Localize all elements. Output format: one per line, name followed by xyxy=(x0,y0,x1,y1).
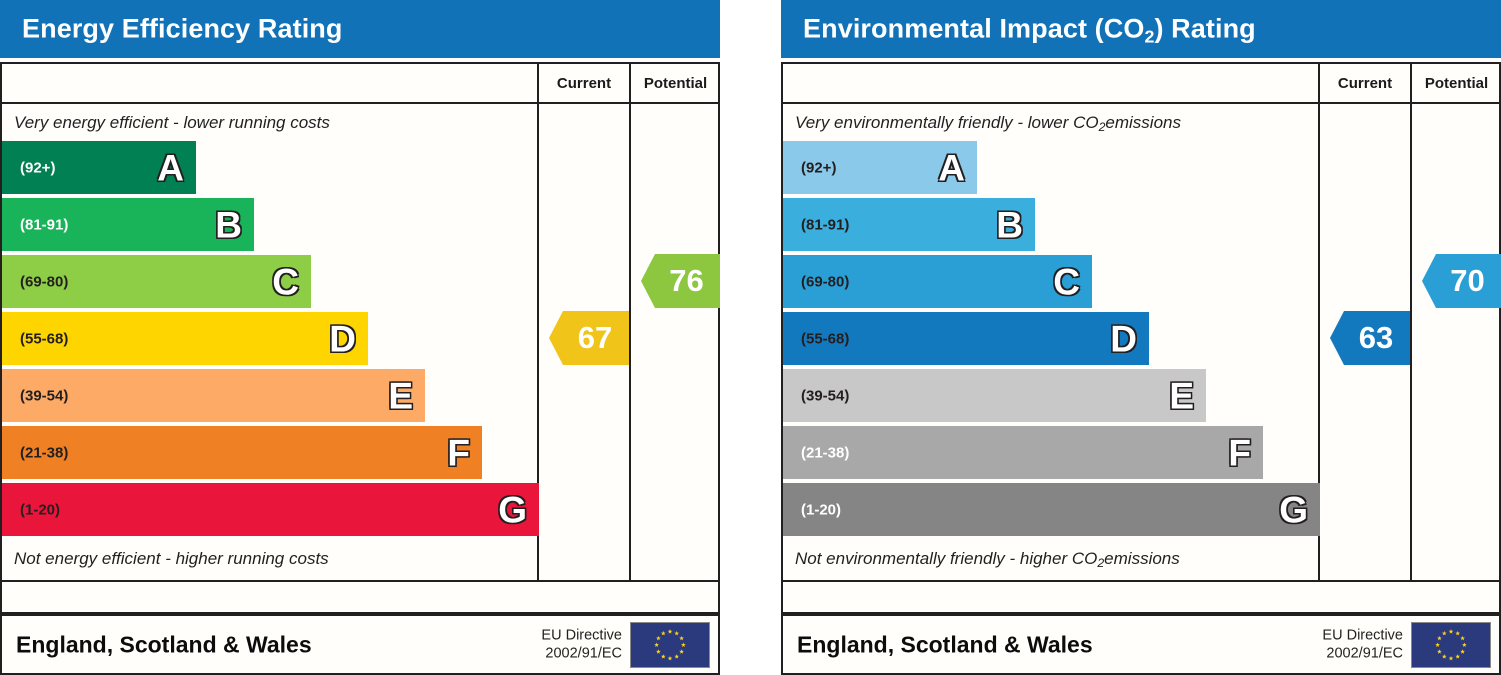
band-letter-d: D xyxy=(328,318,357,359)
band-letter-d: D xyxy=(1109,318,1138,359)
environmental-impact-title: Environmental Impact (CO2) Rating xyxy=(803,13,1256,47)
band-b: (81-91) B xyxy=(783,198,1035,251)
band-c: (69-80) C xyxy=(783,255,1092,308)
env-footer-region: England, Scotland & Wales xyxy=(797,631,1093,657)
energy-efficiency-panel: Energy Efficiency Rating Current Potenti… xyxy=(0,0,720,675)
env-column-rule-1 xyxy=(1318,104,1320,580)
band-range-label: (69-80) xyxy=(20,273,69,290)
band-range-label: (92+) xyxy=(20,159,56,176)
energy-column-header-row: Current Potential xyxy=(2,64,718,104)
env-current-rating-marker: 63 xyxy=(1330,311,1410,365)
band-a: (92+) A xyxy=(2,141,196,194)
band-letter-g: G xyxy=(497,489,528,530)
band-range-label: (39-54) xyxy=(801,387,850,404)
environmental-impact-panel: Environmental Impact (CO2) Rating Curren… xyxy=(781,0,1501,675)
band-letter-f: F xyxy=(446,432,471,473)
energy-efficiency-title: Energy Efficiency Rating xyxy=(22,13,343,44)
band-letter-e: E xyxy=(387,375,414,416)
energy-current-rating-marker: 67 xyxy=(549,311,629,365)
band-f: (21-38) F xyxy=(2,426,482,479)
env-title-part-b: ) Rating xyxy=(1154,13,1256,44)
band-a: (92+) A xyxy=(783,141,977,194)
band-c: (69-80) C xyxy=(2,255,311,308)
env-footer: England, Scotland & Wales EU Directive 2… xyxy=(781,614,1501,675)
band-letter-a: A xyxy=(937,147,966,188)
env-current-column-header: Current xyxy=(1318,64,1410,102)
band-range-label: (39-54) xyxy=(20,387,69,404)
env-bottom-rule xyxy=(783,580,1499,582)
energy-band-list: (92+) A (81-91) B (69-80) C (55-68) D (39-54) E (2… xyxy=(2,141,539,541)
environmental-impact-table: Current Potential Very environmentally f… xyxy=(781,62,1501,614)
energy-directive-line-1: EU Directive xyxy=(541,626,622,643)
band-g: (1-20) G xyxy=(783,483,1320,536)
env-bottom-caption: Not environmentally friendly - higher CO… xyxy=(783,541,1318,577)
env-title-subscript: 2 xyxy=(1144,26,1155,47)
energy-efficiency-table: Current Potential Very energy efficient … xyxy=(0,62,720,614)
band-d: (55-68) D xyxy=(2,312,368,365)
eu-flag-icon xyxy=(630,621,710,668)
env-top-caption: Very environmentally friendly - lower CO… xyxy=(783,105,1318,141)
band-letter-e: E xyxy=(1168,375,1195,416)
energy-footer-directive: EU Directive 2002/91/EC xyxy=(541,626,622,663)
env-bottom-caption-b: emissions xyxy=(1104,549,1180,568)
band-letter-f: F xyxy=(1227,432,1252,473)
band-range-label: (81-91) xyxy=(20,216,69,233)
band-letter-a: A xyxy=(156,147,185,188)
energy-footer: England, Scotland & Wales EU Directive 2… xyxy=(0,614,720,675)
env-band-list: (92+) A (81-91) B (69-80) C (55-68) D (39-54) E (2… xyxy=(783,141,1320,541)
energy-potential-column-header: Potential xyxy=(629,64,720,102)
env-top-caption-a: Very environmentally friendly - lower CO xyxy=(795,113,1099,132)
energy-bottom-caption: Not energy efficient - higher running co… xyxy=(14,549,329,568)
band-letter-c: C xyxy=(1052,261,1081,302)
band-f: (21-38) F xyxy=(783,426,1263,479)
band-b: (81-91) B xyxy=(2,198,254,251)
energy-column-rule-2 xyxy=(629,104,631,580)
band-letter-b: B xyxy=(995,204,1024,245)
energy-potential-rating-marker: 76 xyxy=(641,254,720,308)
band-range-label: (69-80) xyxy=(801,273,850,290)
energy-directive-line-2: 2002/91/EC xyxy=(545,645,622,662)
env-top-caption-b: emissions xyxy=(1105,113,1181,132)
env-directive-line-1: EU Directive xyxy=(1322,626,1403,643)
band-e: (39-54) E xyxy=(2,369,425,422)
env-directive-line-2: 2002/91/EC xyxy=(1326,645,1403,662)
env-column-header-row: Current Potential xyxy=(783,64,1499,104)
band-range-label: (1-20) xyxy=(801,501,842,518)
band-range-label: (92+) xyxy=(801,159,837,176)
energy-current-column-header: Current xyxy=(537,64,629,102)
energy-column-rule-1 xyxy=(537,104,539,580)
band-range-label: (1-20) xyxy=(20,501,61,518)
band-e: (39-54) E xyxy=(783,369,1206,422)
env-title-part-a: Environmental Impact (CO xyxy=(803,13,1145,44)
band-range-label: (55-68) xyxy=(801,330,850,347)
band-range-label: (21-38) xyxy=(801,444,850,461)
band-d: (55-68) D xyxy=(783,312,1149,365)
band-range-label: (21-38) xyxy=(20,444,69,461)
energy-bottom-rule xyxy=(2,580,718,582)
band-range-label: (55-68) xyxy=(20,330,69,347)
band-letter-b: B xyxy=(214,204,243,245)
eu-flag-icon xyxy=(1411,621,1491,668)
env-top-caption-subscript: 2 xyxy=(1098,120,1106,134)
environmental-impact-title-bar: Environmental Impact (CO2) Rating xyxy=(781,0,1501,58)
env-potential-column-header: Potential xyxy=(1410,64,1501,102)
energy-footer-region: England, Scotland & Wales xyxy=(16,631,312,657)
energy-top-caption: Very energy efficient - lower running co… xyxy=(14,113,330,132)
env-column-rule-2 xyxy=(1410,104,1412,580)
band-letter-g: G xyxy=(1278,489,1309,530)
band-g: (1-20) G xyxy=(2,483,539,536)
env-footer-directive: EU Directive 2002/91/EC xyxy=(1322,626,1403,663)
band-letter-c: C xyxy=(271,261,300,302)
env-bottom-caption-a: Not environmentally friendly - higher CO xyxy=(795,549,1098,568)
band-range-label: (81-91) xyxy=(801,216,850,233)
energy-efficiency-title-bar: Energy Efficiency Rating xyxy=(0,0,720,58)
env-potential-rating-marker: 70 xyxy=(1422,254,1501,308)
env-bottom-caption-subscript: 2 xyxy=(1097,556,1105,570)
